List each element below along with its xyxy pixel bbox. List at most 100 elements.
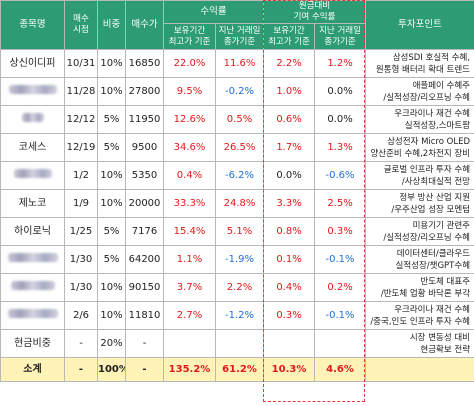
return-recent-cell: 0.5% [214,105,265,134]
contrib-recent-cell: -0.1% [314,301,367,330]
return-recent-cell: 11.6% [214,49,265,78]
weight-cell: 10% [97,189,126,218]
buy-price-cell: 20000 [125,189,164,218]
buy-price-cell: 16850 [125,49,164,78]
contrib-max-cell: 2.2% [263,49,316,78]
header-return-recent: 지난 거래일 종가기준 [214,23,265,50]
stock-name-cell: 상신이디피 [0,49,65,78]
contrib-max-cell: 0.4% [263,273,316,302]
buy-time-cell: 11/28 [64,77,98,106]
redacted-name [7,309,58,318]
investment-point-cell: 삼성SDI 호실적 수혜, 원통형 배터리 확대 트렌드 [365,49,474,78]
stock-name-cell [0,273,65,302]
table-row: 1/30 10% 90150 3.7% 2.2% 0.4% 0.2% 반도체 대표주 /반도체… [0,273,474,302]
weight-cell: 5% [97,245,126,274]
buy-price-cell: 27800 [125,77,164,106]
buy-time-cell: 1/30 [64,245,98,274]
total-contrib-max-cell: 10.3% [263,357,316,382]
return-recent-cell: -6.2% [214,161,265,190]
stock-name-cell: 제노코 [0,189,65,218]
weight-cell: 10% [97,49,126,78]
contrib-max-cell: 0.8% [263,217,316,246]
stock-name-cell [0,161,65,190]
stock-name-cell: 코세스 [0,133,65,162]
redacted-name [21,113,44,122]
return-max-cell: 9.5% [163,77,216,106]
total-name-cell: 소계 [0,357,65,382]
stock-name-cell [0,245,65,274]
contrib-max-cell: 0.1% [263,245,316,274]
contrib-max-cell: 3.3% [263,189,316,218]
buy-time-cell: 12/12 [64,105,98,134]
buy-price-cell: 11810 [125,301,164,330]
contrib-max-cell [263,329,316,358]
buy-time-cell: - [64,329,98,358]
buy-time-cell: 2/6 [64,301,98,330]
header-return-group: 수익률 [162,0,265,24]
table-row: 2/6 10% 11810 2.7% -1.2% 0.3% -0.1% 우크라이나 재건 수혜… [0,301,474,330]
return-recent-cell: -1.2% [214,301,265,330]
table-row: 현금비중 -20% - 시장 변동성 대비 현금확보 전략 [0,329,474,358]
buy-price-cell: - [125,329,164,358]
redacted-name [7,253,58,262]
weight-cell: 10% [97,77,126,106]
total-contrib-recent-cell: 4.6% [314,357,367,382]
header-return-max: 보유기간 최고가 기준 [163,23,216,50]
contrib-recent-cell [314,329,367,358]
buy-time-cell: 1/2 [64,161,98,190]
total-return-recent-cell: 61.2% [214,357,265,382]
investment-point-cell: 삼성전자 Micro OLED 양산준비 수혜,2차전지 장비 [365,133,474,162]
return-recent-cell: -0.2% [214,77,265,106]
total-row: 소계-100%-135.2%61.2%10.3%4.6% [0,357,474,382]
weight-cell: 5% [97,105,126,134]
buy-price-cell: 11950 [125,105,164,134]
return-max-cell [163,329,216,358]
return-max-cell: 3.7% [163,273,216,302]
redacted-name [10,281,55,290]
contrib-recent-cell: 0.3% [314,217,367,246]
buy-time-cell: 10/31 [64,49,98,78]
weight-cell: 10% [97,301,126,330]
return-max-cell: 0.4% [163,161,216,190]
return-recent-cell: 24.8% [214,189,265,218]
total-return-max-cell: 135.2% [163,357,216,382]
contrib-recent-cell: 1.2% [314,49,367,78]
buy-time-cell: 1/30 [64,273,98,302]
weight-cell: 5% [97,133,126,162]
buy-price-cell: 9500 [125,133,164,162]
buy-time-cell: 1/9 [64,189,98,218]
header-points: 투자포인트 [365,0,474,50]
total-time-cell: - [64,357,98,382]
redacted-name [13,169,52,178]
header-buy-time: 매수 시점 [64,0,98,50]
redacted-name [8,85,57,94]
table-row: 11/28 10% 27800 9.5% -0.2% 1.0% 0.0% 애플페이 수혜주 /… [0,77,474,106]
weight-cell: 10% [97,273,126,302]
return-max-cell: 22.0% [163,49,216,78]
investment-point-cell: 우크라이나 재건 수혜 /중국,인도 인프라 투자 수혜 [365,301,474,330]
return-recent-cell: 26.5% [214,133,265,162]
contrib-max-cell: 0.3% [263,301,316,330]
table-row: 코세스 12/19 5% 9500 34.6% 26.5% 1.7% 1.3% 삼성전자 Mic… [0,133,474,162]
contrib-recent-cell: 0.2% [314,273,367,302]
return-max-cell: 2.7% [163,301,216,330]
contrib-max-cell: 0.0% [263,161,316,190]
return-recent-cell: 2.2% [214,273,265,302]
contrib-recent-cell: 0.0% [314,77,367,106]
contrib-max-cell: 1.0% [263,77,316,106]
buy-price-cell: 7176 [125,217,164,246]
buy-price-cell: 64200 [125,245,164,274]
contrib-recent-cell: -0.6% [314,161,367,190]
return-recent-cell: 5.1% [214,217,265,246]
header-weight: 비중 [97,0,126,50]
return-recent-cell [214,329,265,358]
stock-name-cell [0,77,65,106]
weight-cell: 20% [97,329,126,358]
table-row: 1/30 5% 64200 1.1% -1.9% 0.1% -0.1% 데이터센터/클라우드 … [0,245,474,274]
header-contrib-max: 보유기간 최고가 기준 [263,23,316,50]
weight-cell: 10% [97,161,126,190]
table-row: 제노코 1/9 10% 20000 33.3% 24.8% 3.3% 2.5% 정부 방산 산업… [0,189,474,218]
total-price-cell: - [125,357,164,382]
contrib-recent-cell: 0.0% [314,105,367,134]
